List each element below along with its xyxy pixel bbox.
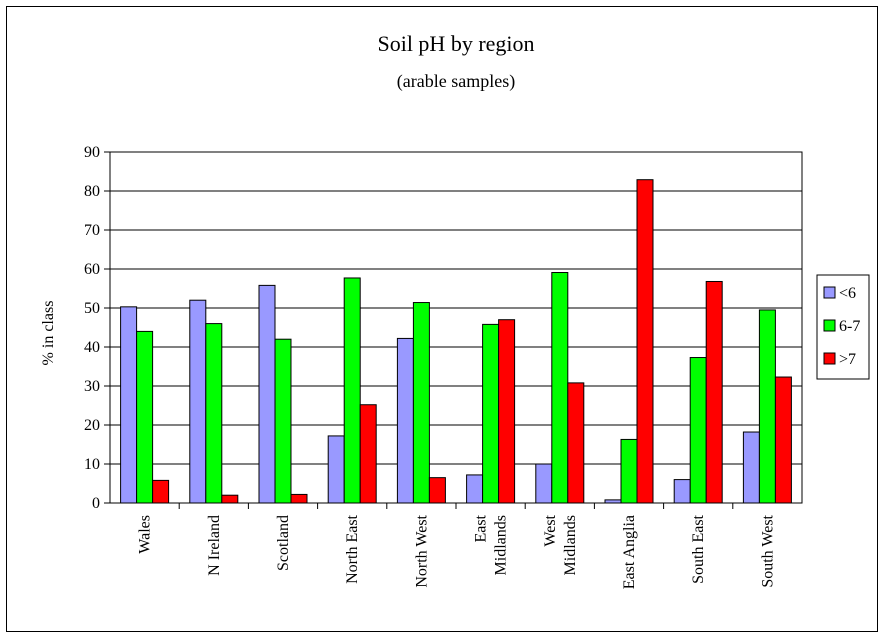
y-tick-label: 50: [84, 300, 100, 317]
y-tick-label: 40: [84, 339, 100, 356]
bar-chart: Soil pH by region (arable samples) 0 10 20…: [7, 7, 879, 633]
x-tick-label: North East: [344, 514, 361, 583]
bar: [360, 405, 376, 503]
chart-subtitle: (arable samples): [397, 71, 515, 92]
x-tick-label: Wales: [137, 515, 154, 554]
bar: [275, 339, 291, 503]
y-tick-label: 0: [92, 495, 100, 512]
bar: [137, 331, 153, 503]
x-tick-label: Midlands: [562, 515, 579, 575]
bar: [568, 383, 584, 503]
bar: [483, 324, 499, 503]
bar: [621, 439, 637, 503]
legend-label: >7: [839, 351, 856, 368]
bar: [206, 324, 222, 503]
bar: [413, 303, 429, 503]
y-tick-label: 80: [84, 183, 100, 200]
bar: [429, 478, 445, 503]
bar: [397, 338, 413, 503]
bar: [344, 278, 360, 503]
bar: [743, 432, 759, 503]
legend-swatch: [824, 287, 835, 298]
x-tick-label: West: [542, 514, 559, 546]
y-tick-label: 90: [84, 144, 100, 161]
x-tick-label: South East: [690, 514, 707, 583]
legend-swatch: [824, 353, 835, 364]
x-tick-label: Midlands: [493, 515, 510, 575]
bar: [637, 180, 653, 503]
bar: [291, 494, 307, 503]
bar: [153, 480, 169, 503]
bar: [706, 281, 722, 503]
bar: [674, 480, 690, 503]
bar: [536, 464, 552, 503]
legend: <6 6-7 >7: [817, 275, 869, 379]
bar: [328, 436, 344, 503]
bar: [499, 320, 515, 503]
bar: [259, 285, 275, 503]
y-tick-label: 10: [84, 456, 100, 473]
bar: [121, 307, 137, 503]
bar: [552, 273, 568, 503]
chart-title: Soil pH by region: [377, 31, 534, 56]
bar: [190, 300, 206, 503]
bar: [467, 475, 483, 503]
y-tick-label: 20: [84, 417, 100, 434]
y-tick-label: 30: [84, 378, 100, 395]
y-tick-label: 70: [84, 222, 100, 239]
x-tick-label: East: [473, 514, 490, 542]
x-tick-label: South West: [759, 514, 776, 587]
chart-frame: Soil pH by region (arable samples) 0 10 20…: [6, 6, 878, 632]
bar: [759, 310, 775, 503]
plot-area: 0 10 20 30 40 50 60 70 80 90 Wales N Ireland Scotlan…: [84, 144, 802, 589]
legend-swatch: [824, 320, 835, 331]
x-tick-label: N Ireland: [206, 515, 223, 576]
bar: [222, 495, 238, 503]
y-axis-label: % in class: [40, 301, 57, 366]
legend-label: 6-7: [839, 318, 860, 335]
legend-label: <6: [839, 285, 856, 302]
x-tick-label: North West: [413, 514, 430, 587]
x-tick-label: Scotland: [275, 515, 292, 571]
bar: [775, 377, 791, 503]
x-tick-label: East Anglia: [621, 515, 638, 589]
bar: [690, 358, 706, 503]
y-tick-label: 60: [84, 261, 100, 278]
